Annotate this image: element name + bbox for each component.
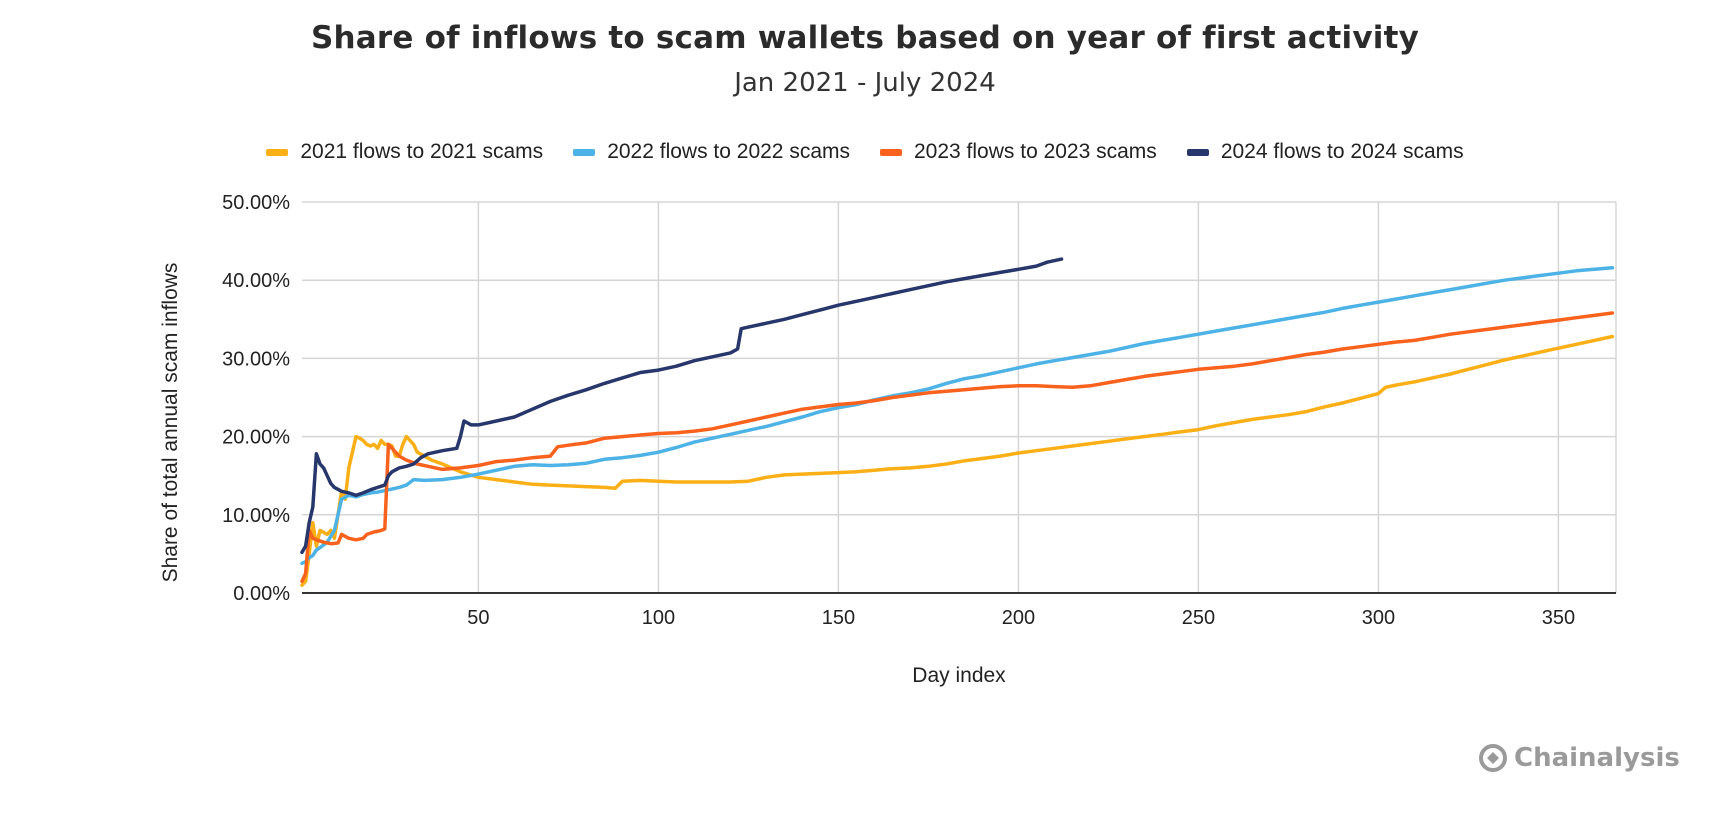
axis-layer: 0.00% 10.00% 20.00% 30.00% 40.00% 50.00% 50 100… <box>222 192 1616 629</box>
series-line-2023 <box>300 311 1615 584</box>
x-tick-label: 350 <box>1542 607 1575 629</box>
x-tick-label: 150 <box>822 607 855 629</box>
legend-swatch-2022 <box>573 148 596 156</box>
legend-item-2023: 2023 flows to 2023 scams <box>880 140 1157 164</box>
legend-swatch-2024 <box>1186 148 1209 156</box>
legend-label-2022: 2022 flows to 2022 scams <box>607 140 850 163</box>
x-axis-title: Day index <box>912 664 1006 687</box>
legend-label-2023: 2023 flows to 2023 scams <box>914 140 1157 163</box>
chainalysis-logo-icon <box>1479 744 1507 772</box>
x-tick-label: 300 <box>1362 607 1395 629</box>
x-tick-label: 50 <box>467 607 489 629</box>
y-axis-title: Share of total annual scam inflows <box>159 263 182 583</box>
y-tick-label: 20.00% <box>222 427 290 449</box>
series-line-2024 <box>300 257 1064 555</box>
legend-swatch-2023 <box>880 148 902 156</box>
chainalysis-logo: Chainalysis <box>1478 743 1680 773</box>
legend-item-2022: 2022 flows to 2022 scams <box>573 140 850 164</box>
chainalysis-logo-text: Chainalysis <box>1514 743 1680 773</box>
x-tick-label: 250 <box>1182 607 1215 629</box>
chart-title: Share of inflows to scam wallets based o… <box>310 20 1420 56</box>
legend-label-2021: 2021 flows to 2021 scams <box>300 140 544 163</box>
series-layer <box>300 257 1615 587</box>
y-tick-label: 10.00% <box>222 505 290 527</box>
legend-swatch-2021 <box>266 148 289 156</box>
legend-item-2024: 2024 flows to 2024 scams <box>1186 140 1464 164</box>
series-line-2021 <box>300 334 1615 587</box>
chart-subtitle: Jan 2021 - July 2024 <box>734 68 996 98</box>
chart-legend: 2021 flows to 2021 scams 2022 flows to 2… <box>0 140 1730 164</box>
legend-item-2021: 2021 flows to 2021 scams <box>266 140 543 164</box>
legend-label-2024: 2024 flows to 2024 scams <box>1220 140 1464 163</box>
series-line-2022 <box>300 265 1615 566</box>
x-tick-label: 200 <box>1002 607 1035 629</box>
grid-layer <box>302 201 1617 593</box>
y-tick-label: 40.00% <box>222 270 290 292</box>
y-tick-label: 30.00% <box>222 348 290 370</box>
x-tick-label: 100 <box>642 607 675 629</box>
y-tick-label: 0.00% <box>233 583 290 605</box>
y-tick-label: 50.00% <box>222 192 290 214</box>
